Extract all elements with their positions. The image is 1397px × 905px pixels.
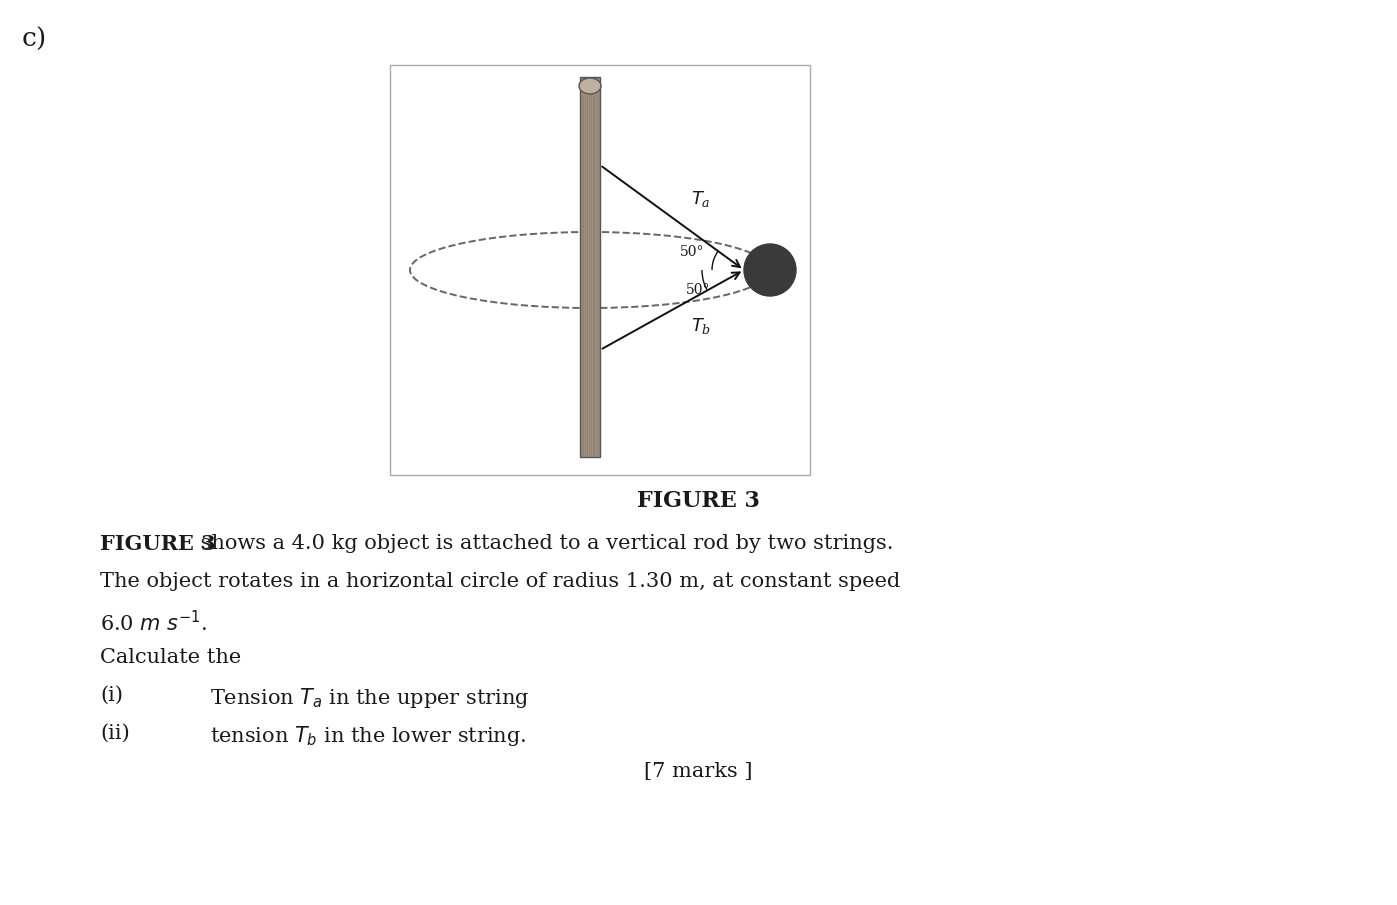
Text: 6.0 $\it{m}$ $\it{s}^{-1}$.: 6.0 $\it{m}$ $\it{s}^{-1}$. [101, 610, 208, 635]
Ellipse shape [578, 78, 601, 94]
Text: (ii): (ii) [101, 724, 130, 743]
Text: $T_\mathregular{a}$: $T_\mathregular{a}$ [692, 189, 711, 209]
Text: Calculate the: Calculate the [101, 648, 242, 667]
Bar [390, 65, 810, 475]
Text: [7 marks ]: [7 marks ] [644, 762, 752, 781]
Text: shows a 4.0 kg object is attached to a vertical rod by two strings.: shows a 4.0 kg object is attached to a v… [194, 534, 894, 553]
Text: 50°: 50° [680, 245, 704, 259]
Text: tension $\mathit{T}_b$ in the lower string.: tension $\mathit{T}_b$ in the lower stri… [210, 724, 527, 748]
Circle shape [745, 244, 796, 296]
Bar [580, 77, 599, 457]
Text: The object rotates in a horizontal circle of radius 1.30 m, at constant speed: The object rotates in a horizontal circl… [101, 572, 900, 591]
Text: 50°: 50° [686, 283, 710, 297]
Text: (i): (i) [101, 686, 123, 705]
Text: c): c) [22, 27, 47, 52]
Text: FIGURE 3: FIGURE 3 [637, 490, 760, 512]
Text: Tension $\mathit{T}_a$ in the upper string: Tension $\mathit{T}_a$ in the upper stri… [210, 686, 529, 710]
Text: FIGURE 3: FIGURE 3 [101, 534, 215, 554]
Text: $T_\mathregular{b}$: $T_\mathregular{b}$ [692, 316, 711, 336]
